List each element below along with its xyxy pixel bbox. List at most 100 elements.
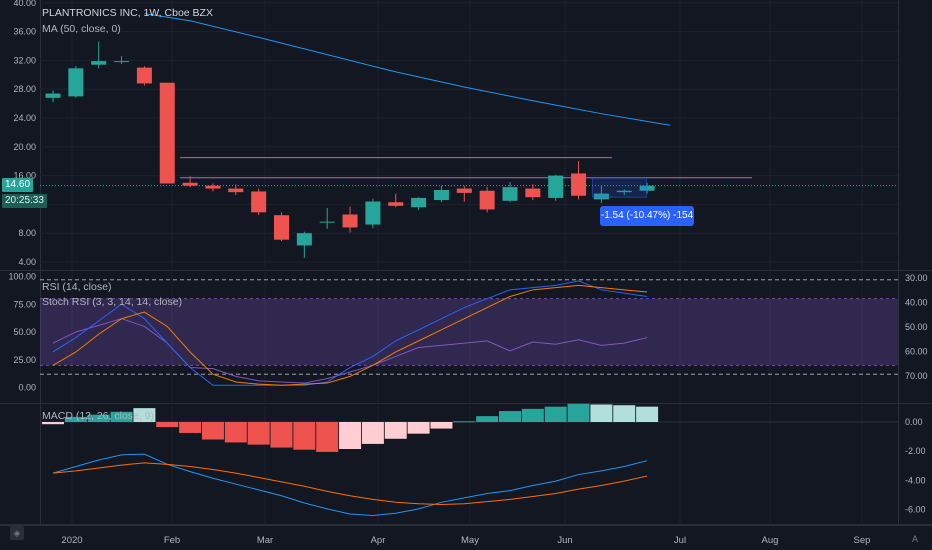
price-axis-tick-label: 20.00 (13, 142, 36, 152)
macd-histogram-bar (179, 422, 202, 433)
time-axis-tick-label: Mar (257, 535, 273, 546)
rsi-legend[interactable]: RSI (14, close) (42, 281, 112, 293)
candle-body (365, 201, 381, 225)
macd-histogram-bar (384, 422, 407, 439)
rsi-series-line (52, 318, 648, 384)
rsi-band-background (40, 298, 898, 366)
price-axis-tick-label: 28.00 (13, 84, 36, 94)
stoch-d-series-line (52, 284, 648, 386)
rsi-left-tick-label: 25.00 (13, 355, 36, 365)
candle-body (228, 188, 244, 193)
macd-histogram-bar (156, 422, 179, 428)
macd-histogram-bar (613, 405, 636, 422)
symbol-title[interactable]: PLANTRONICS INC, 1W, Cboe BZX (42, 7, 213, 19)
time-axis-tick-label: 2020 (61, 535, 82, 546)
macd-legend[interactable]: MACD (12, 26, close, 9) (42, 410, 155, 422)
macd-histogram-bar (407, 422, 430, 434)
rsi-left-tick-label: 50.00 (13, 327, 36, 337)
price-axis-tick-label: 32.00 (13, 55, 36, 65)
price-axis-tick-label: 8.00 (18, 228, 36, 238)
candle-body (433, 190, 449, 201)
candle-body (502, 187, 518, 201)
bar-countdown-tag: 20:25:33 (2, 194, 47, 208)
macd-histogram-bar (64, 416, 87, 422)
candle-body (136, 67, 152, 84)
candle-body (571, 173, 587, 196)
stoch-k-series-line (52, 280, 648, 386)
candle-body (205, 185, 221, 189)
candle-body (91, 61, 107, 65)
macd-histogram-bar (567, 403, 590, 422)
candle-body (548, 175, 564, 198)
auto-scale-button[interactable]: A (912, 534, 919, 544)
time-axis-tick-label: Jul (674, 535, 686, 546)
stoch-rsi-legend[interactable]: Stoch RSI (3, 3, 14, 14, close) (42, 296, 183, 308)
price-axis-tick-label: 24.00 (13, 113, 36, 123)
macd-axis-tick-label: -4.00 (905, 475, 926, 485)
macd-histogram-bar (361, 422, 384, 444)
ma-legend[interactable]: MA (50, close, 0) (42, 23, 121, 35)
rsi-left-tick-label: 75.00 (13, 299, 36, 309)
macd-series-line (52, 453, 648, 516)
candle-body (251, 191, 267, 213)
candle-body (388, 202, 404, 206)
time-axis-tick-label: May (461, 535, 479, 546)
price-axis-tick-label: 16.00 (13, 171, 36, 181)
macd-histogram-bar (636, 406, 659, 422)
macd-histogram-bar (590, 404, 613, 422)
macd-histogram-bar (339, 422, 362, 450)
time-axis-tick-label: Feb (164, 535, 180, 546)
candle-body (342, 214, 358, 228)
time-axis-tick-label: Jun (557, 535, 572, 546)
macd-histogram-bar (42, 422, 64, 425)
candle-body (411, 197, 427, 208)
tradingview-logo-icon[interactable]: ◈ (10, 526, 24, 540)
macd-axis-tick-label: -6.00 (905, 505, 926, 515)
time-axis-tick-label: Apr (371, 535, 386, 546)
candle-body (68, 68, 84, 97)
rsi-right-tick-label: 50.00 (905, 322, 928, 332)
macd-histogram-bar (544, 406, 567, 422)
candle-body (45, 93, 61, 98)
macd-histogram-bar (201, 422, 224, 440)
rsi-right-tick-label: 30.00 (905, 273, 928, 283)
candle-body (639, 185, 655, 191)
last-price-tag: 14.60 (2, 178, 34, 192)
time-axis-tick-label: Aug (762, 535, 779, 546)
candle-body (593, 193, 609, 200)
macd-histogram-bar (453, 421, 476, 423)
macd-histogram-bar (247, 422, 270, 445)
price-axis-tick-label: 36.00 (13, 27, 36, 37)
price-axis-tick-label: 4.00 (18, 257, 36, 267)
candle-body (159, 82, 175, 184)
macd-histogram-bar (87, 414, 110, 422)
candle-body (479, 190, 495, 210)
candle-body (616, 190, 632, 193)
macd-histogram-bar (293, 422, 316, 450)
moving-average-line (144, 13, 671, 126)
time-axis-tick-label: Sep (854, 535, 871, 546)
rsi-left-tick-label: 100.00 (8, 272, 36, 282)
macd-histogram-bar (316, 422, 339, 452)
macd-histogram-bar (133, 408, 156, 422)
macd-histogram-bar (499, 411, 521, 422)
candle-body (296, 233, 312, 246)
macd-histogram-bar (224, 422, 247, 443)
signal-series-line (52, 462, 648, 505)
price-axis-tick-label: 40.00 (13, 0, 36, 8)
rsi-right-tick-label: 70.00 (905, 371, 928, 381)
rsi-left-tick-label: 0.00 (18, 383, 36, 393)
rsi-right-tick-label: 40.00 (905, 298, 928, 308)
macd-histogram-bar (430, 422, 453, 429)
candle-body (182, 182, 198, 186)
macd-histogram-bar (110, 411, 133, 422)
macd-histogram-bar (270, 422, 293, 448)
measure-range-box (591, 177, 647, 198)
macd-axis-tick-label: 0.00 (905, 417, 923, 427)
candle-body (319, 221, 335, 223)
macd-axis-tick-label: -2.00 (905, 446, 926, 456)
macd-histogram-bar (521, 408, 544, 422)
candle-body (114, 61, 130, 63)
candle-body (274, 215, 289, 240)
